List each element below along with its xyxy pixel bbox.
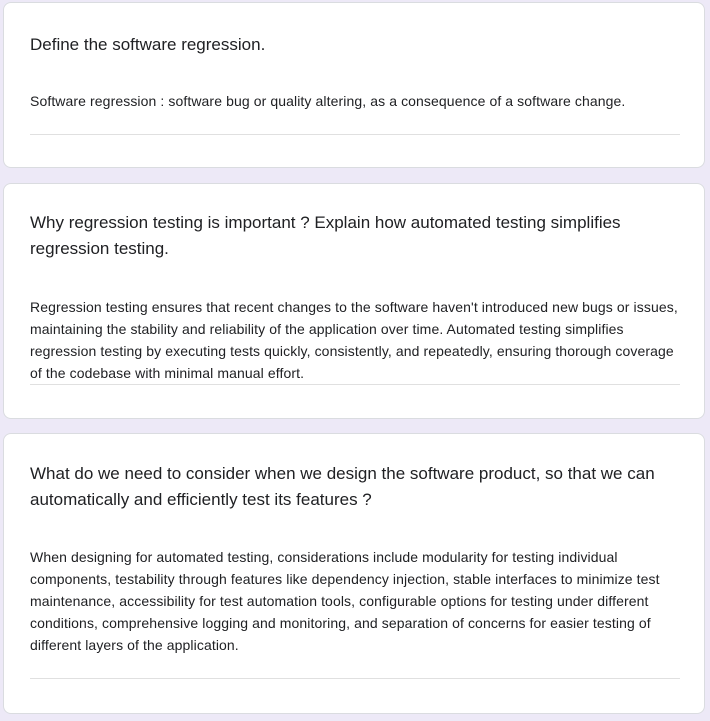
question-title: What do we need to consider when we desi…: [30, 464, 655, 509]
question-title: Define the software regression.: [30, 35, 266, 54]
answer-field[interactable]: Regression testing ensures that recent c…: [30, 296, 680, 385]
question-card: Define the software regression. Software…: [3, 2, 705, 168]
question-card: Why regression testing is important ? Ex…: [3, 183, 705, 419]
answer-field[interactable]: Software regression : software bug or qu…: [30, 90, 680, 135]
question-title: Why regression testing is important ? Ex…: [30, 213, 621, 258]
question-card: What do we need to consider when we desi…: [3, 433, 705, 714]
answer-field[interactable]: When designing for automated testing, co…: [30, 546, 680, 679]
